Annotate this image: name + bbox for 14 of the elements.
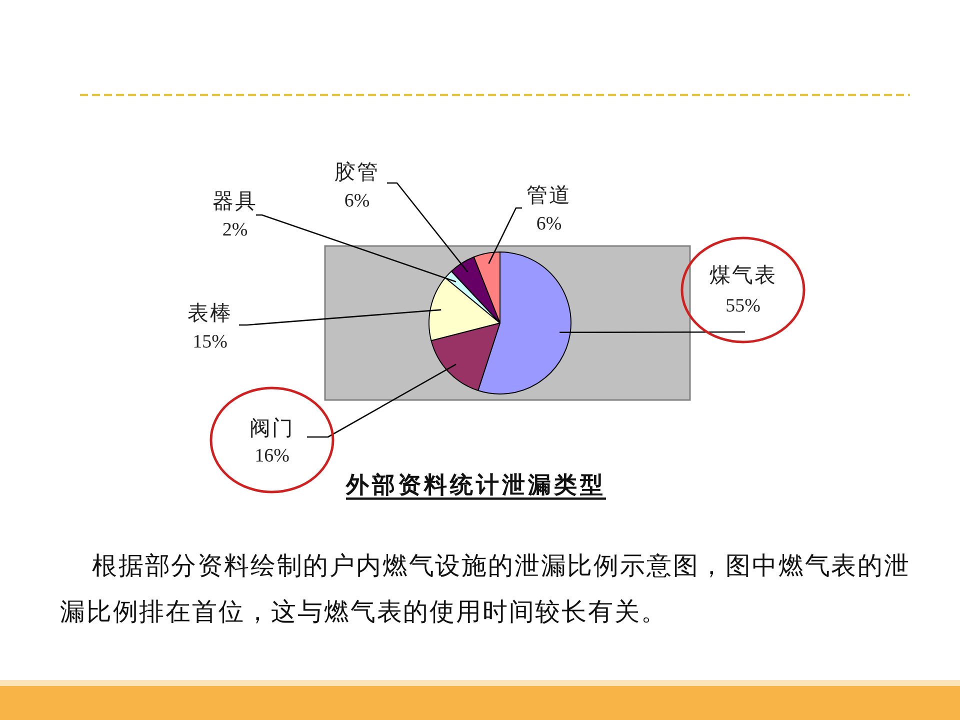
data-label: 2% bbox=[222, 220, 248, 240]
slice-label: 表棒 bbox=[188, 301, 232, 325]
slice-label: 胶管 bbox=[334, 160, 380, 184]
data-label: 15% bbox=[192, 332, 228, 352]
slice-label: 管道 bbox=[526, 183, 572, 207]
data-label: 6% bbox=[536, 214, 562, 234]
slice-label: 器具 bbox=[212, 189, 258, 213]
text: 外部资料统计泄漏类型 bbox=[345, 472, 606, 498]
slice-label: 阀门 bbox=[250, 416, 294, 440]
annotation: 根据部分资料绘制的户内燃气设施的泄漏比例示意图，图中燃气表的泄漏比例排在首位，这与燃气表的使用时间较长有关。 bbox=[60, 552, 912, 628]
data-label: 6% bbox=[344, 190, 370, 212]
data-label: 55% bbox=[726, 296, 761, 316]
slice-label: 煤气表 bbox=[709, 263, 777, 287]
data-label: 16% bbox=[254, 446, 290, 466]
